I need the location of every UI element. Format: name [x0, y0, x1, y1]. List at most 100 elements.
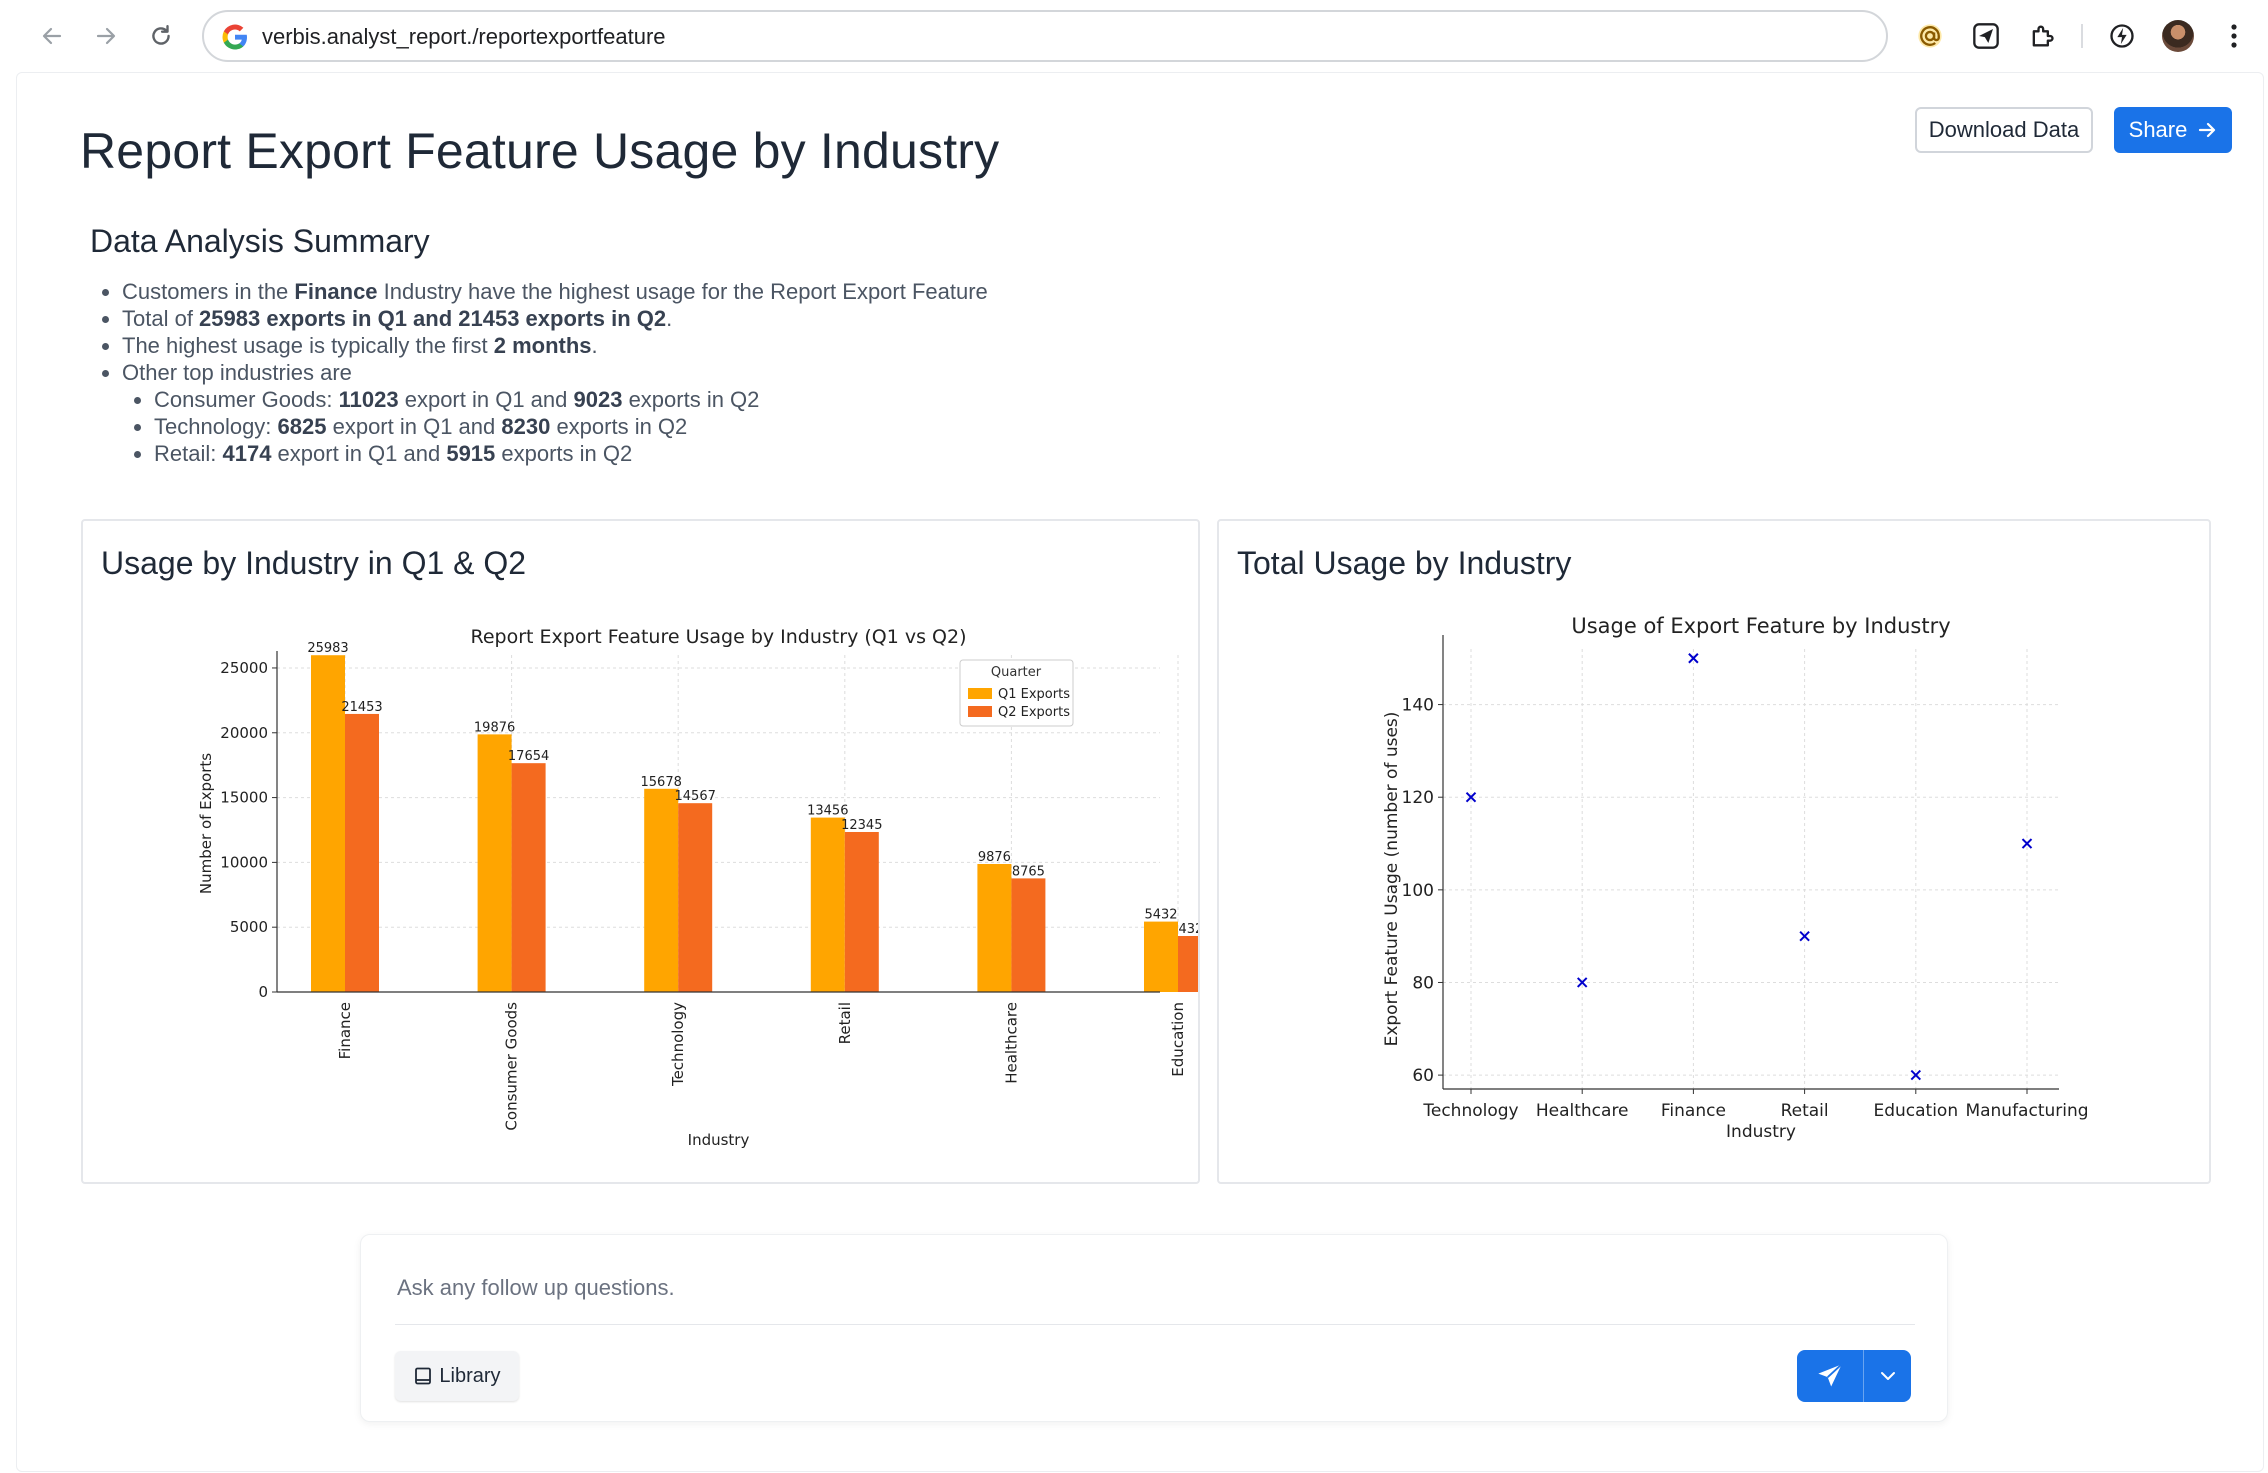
arrow-left-icon — [42, 27, 62, 45]
scatter-marker-stroke — [1576, 977, 1588, 988]
scatter-marker-stroke — [1465, 792, 1477, 803]
arrow-right-icon — [2199, 122, 2216, 138]
download-data-button[interactable]: Download Data — [1915, 107, 2093, 153]
x-tick-label: Retail — [836, 1002, 854, 1044]
summary-text: export in Q1 and — [398, 387, 574, 412]
back-button[interactable] — [32, 16, 72, 56]
forward-button[interactable] — [86, 16, 126, 56]
bar-q1 — [1144, 921, 1178, 992]
summary-text: export in Q1 and — [271, 441, 447, 466]
summary-text: Industry have the highest usage for the … — [377, 279, 988, 304]
scatter-point — [1799, 930, 1810, 942]
at-sign-icon — [1918, 24, 1942, 48]
y-tick-label: 140 — [1402, 696, 1434, 716]
summary-text: . — [666, 306, 673, 331]
bar-q1 — [311, 655, 345, 992]
puzzle-piece-icon — [2032, 25, 2054, 47]
bar-data-label: 15678 — [641, 775, 682, 790]
summary-text: export in Q1 and — [326, 414, 502, 439]
x-tick-label: Consumer Goods — [503, 1002, 521, 1131]
extension-send-icon[interactable] — [1968, 18, 2004, 54]
scatter-point — [1910, 1069, 1922, 1081]
bar-q2 — [345, 713, 379, 992]
bar-data-label: 17654 — [508, 749, 549, 764]
send-button[interactable] — [1797, 1350, 1863, 1402]
y-tick-label: 0 — [258, 983, 268, 1001]
summary-highlight: 25983 exports in Q1 and 21453 exports in… — [199, 306, 667, 331]
bar-data-label: 21453 — [341, 700, 382, 715]
summary-bullet-others: Other top industries are Consumer Goods:… — [122, 359, 988, 467]
summary-highlight: Finance — [294, 279, 378, 304]
q2-value: 5915 — [446, 441, 496, 466]
scatter-marker-stroke — [1799, 930, 1810, 942]
bar-q1 — [977, 863, 1012, 992]
legend-swatch — [968, 706, 992, 717]
toolbar-divider — [2081, 24, 2083, 48]
performance-button[interactable] — [2104, 18, 2140, 54]
summary-text: . — [591, 333, 598, 358]
q2-value: 9023 — [573, 387, 623, 412]
book-icon — [415, 1367, 432, 1385]
y-tick-label: 5000 — [230, 918, 268, 936]
summary-sublist: Consumer Goods: 11023 export in Q1 and 9… — [122, 386, 988, 467]
url-text: verbis.analyst_report./reportexportfeatu… — [262, 24, 666, 49]
share-label: Share — [2128, 117, 2188, 142]
card-title: Usage by Industry in Q1 & Q2 — [101, 545, 527, 581]
extensions-button[interactable] — [2024, 18, 2060, 54]
y-tick-label: 15000 — [220, 789, 268, 807]
extension-at-icon[interactable] — [1912, 18, 1948, 54]
y-tick-label: 80 — [1412, 973, 1434, 993]
x-tick-label: Technology — [669, 1002, 687, 1087]
share-button[interactable]: Share — [2114, 107, 2232, 153]
address-bar[interactable]: verbis.analyst_report./reportexportfeatu… — [202, 10, 1888, 62]
summary-text: exports in Q2 — [550, 414, 688, 439]
bar-q1 — [644, 788, 679, 992]
y-axis-label: Number of Exports — [197, 753, 215, 894]
summary-highlight: 2 months — [493, 333, 592, 358]
scatter-marker-stroke — [2021, 838, 2033, 849]
bar-data-label: 12345 — [841, 818, 882, 833]
summary-text: exports in Q2 — [622, 387, 760, 412]
page-title: Report Export Feature Usage by Industry — [80, 123, 1000, 179]
y-axis-label: Export Feature Usage (number of uses) — [1382, 712, 1402, 1047]
reload-button[interactable] — [141, 16, 181, 56]
follow-up-input[interactable] — [395, 1267, 1919, 1309]
profile-avatar[interactable] — [2162, 20, 2194, 52]
y-tick-label: 60 — [1412, 1066, 1434, 1086]
bar-q2 — [678, 803, 713, 992]
summary-text: Total of — [122, 306, 200, 331]
bar-chart: 25983 21453 Finance 19876 17654 Consumer Good… — [197, 626, 1198, 1149]
download-data-label: Download Data — [1928, 117, 2080, 142]
chart-title: Report Export Feature Usage by Industry … — [470, 626, 966, 648]
x-tick-label: Finance — [336, 1002, 354, 1059]
summary-bullet-timing: The highest usage is typically the first… — [122, 332, 988, 359]
total-usage-card: Total Usage by Industry 60 80 100 120 140 Tec… — [1217, 519, 2211, 1184]
summary-subitem: Retail: 4174 export in Q1 and 5915 expor… — [154, 440, 988, 467]
summary-bullet-finance: Customers in the Finance Industry have t… — [122, 278, 988, 305]
summary-title: Data Analysis Summary — [90, 223, 430, 259]
paper-plane-icon — [1818, 1363, 1843, 1387]
summary-list: Customers in the Finance Industry have t… — [90, 278, 988, 467]
scatter-point — [2021, 838, 2033, 849]
scatter-point — [1576, 977, 1588, 988]
usage-q1-q2-card: Usage by Industry in Q1 & Q2 25983 21453 F… — [81, 519, 1200, 1184]
lightning-circle-icon — [2110, 24, 2134, 48]
bar-data-label: 4321 — [1178, 922, 1198, 937]
q1-value: 11023 — [338, 387, 399, 412]
browser-menu-button[interactable] — [2216, 18, 2252, 54]
y-tick-label: 120 — [1402, 788, 1434, 808]
bar-data-label: 8765 — [1012, 864, 1045, 879]
paper-plane-box-icon — [1973, 23, 1999, 49]
scatter-point — [1688, 653, 1699, 664]
y-tick-label: 20000 — [220, 724, 268, 742]
q1-value: 4174 — [222, 441, 272, 466]
x-tick-label: Education — [1873, 1101, 1958, 1121]
x-tick-label: Technology — [1422, 1101, 1518, 1121]
library-button[interactable]: Library — [395, 1351, 519, 1401]
google-icon — [222, 24, 247, 50]
summary-text: exports in Q2 — [495, 441, 633, 466]
x-tick-label: Manufacturing — [1965, 1101, 2088, 1121]
x-tick-label: Healthcare — [1002, 1002, 1020, 1084]
summary-text: Other top industries are — [122, 360, 352, 385]
send-options-button[interactable] — [1863, 1350, 1911, 1402]
